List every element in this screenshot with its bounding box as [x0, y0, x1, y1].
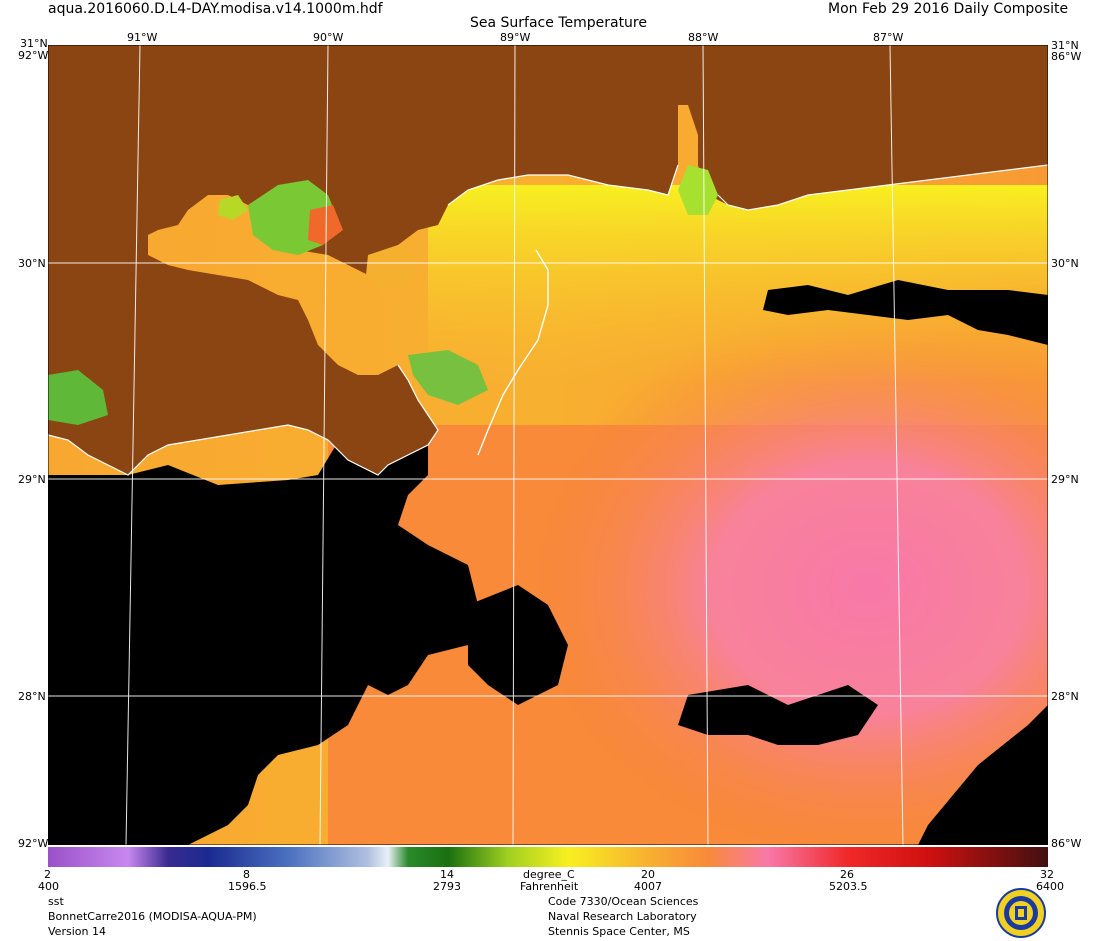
lat-label-30n-right: 30°N [1051, 257, 1079, 270]
cloud-central [468, 585, 568, 705]
corner-label-bottom-right: 86°W [1051, 837, 1082, 850]
footer-version: Version 14 [48, 925, 106, 938]
lat-label-30n-left: 30°N [18, 257, 46, 270]
lat-label-28n-left: 28°N [18, 690, 46, 703]
cbar-c-8: 8 [243, 868, 250, 881]
lon-label-91w: 91°W [127, 31, 158, 44]
cloud-east-north [763, 280, 1048, 345]
lake-maurepas [218, 195, 248, 220]
barataria-bay-green [408, 350, 488, 405]
land-mass [48, 45, 1048, 475]
cbar-f-2793: 2793 [433, 880, 461, 893]
cbar-f-4007: 4007 [634, 880, 662, 893]
footer-dataset: BonnetCarre2016 (MODISA-AQUA-PM) [48, 910, 257, 923]
nrl-seal-icon [996, 888, 1046, 938]
footer-variable: sst [48, 895, 64, 908]
mobile-bay [678, 165, 718, 215]
lat-label-31n-left: 31°N [20, 37, 48, 50]
lat-label-29n-right: 29°N [1051, 473, 1079, 486]
corner-label-bottom-left: 92°W [18, 837, 49, 850]
cbar-c-20: 20 [641, 868, 655, 881]
lat-label-28n-right: 28°N [1051, 690, 1079, 703]
chandeleur-islands [477, 249, 549, 456]
terrebonne-bay-green [48, 370, 108, 425]
lon-label-88w: 88°W [688, 31, 719, 44]
cbar-f-400: 400 [38, 880, 59, 893]
cloud-southeast [918, 705, 1048, 845]
cbar-c-14: 14 [440, 868, 454, 881]
lon-label-87w: 87°W [873, 31, 904, 44]
lake-borgne [366, 245, 418, 290]
lat-label-31n-right: 31°N [1051, 39, 1079, 52]
ocean-nearshore-cool [428, 185, 1048, 385]
graticule [48, 45, 1048, 845]
date-label: Mon Feb 29 2016 Daily Composite [828, 1, 1069, 17]
cloud-east-south [678, 685, 878, 745]
cbar-f-6400: 6400 [1036, 880, 1064, 893]
footer-org-line3: Stennis Space Center, MS [548, 925, 690, 938]
lat-label-29n-left: 29°N [18, 473, 46, 486]
cbar-c-26: 26 [840, 868, 854, 881]
file-name: aqua.2016060.D.L4-DAY.modisa.v14.1000m.h… [48, 1, 383, 17]
lon-label-89w: 89°W [500, 31, 531, 44]
corner-label-top-left: 92°W [18, 49, 49, 62]
cbar-unit-celsius: degree_C [523, 868, 575, 881]
lake-pontchartrain-warm [308, 205, 343, 245]
cbar-c-32: 32 [1040, 868, 1054, 881]
cbar-c-2: 2 [44, 868, 51, 881]
map-title: Sea Surface Temperature [470, 15, 647, 31]
colorbar-gradient [48, 847, 1048, 867]
coastline [48, 164, 1048, 476]
corner-label-top-right: 86°W [1051, 50, 1082, 63]
cloud-west [48, 415, 478, 845]
cbar-unit-fahrenheit: Fahrenheit [520, 880, 579, 893]
colorbar [48, 847, 1048, 867]
lon-label-90w: 90°W [313, 31, 344, 44]
cbar-f-5203: 5203.5 [829, 880, 868, 893]
cbar-f-1596: 1596.5 [228, 880, 267, 893]
footer-org-line1: Code 7330/Ocean Sciences [548, 895, 699, 908]
sst-map [48, 45, 1048, 845]
footer-org-line2: Naval Research Laboratory [548, 910, 697, 923]
